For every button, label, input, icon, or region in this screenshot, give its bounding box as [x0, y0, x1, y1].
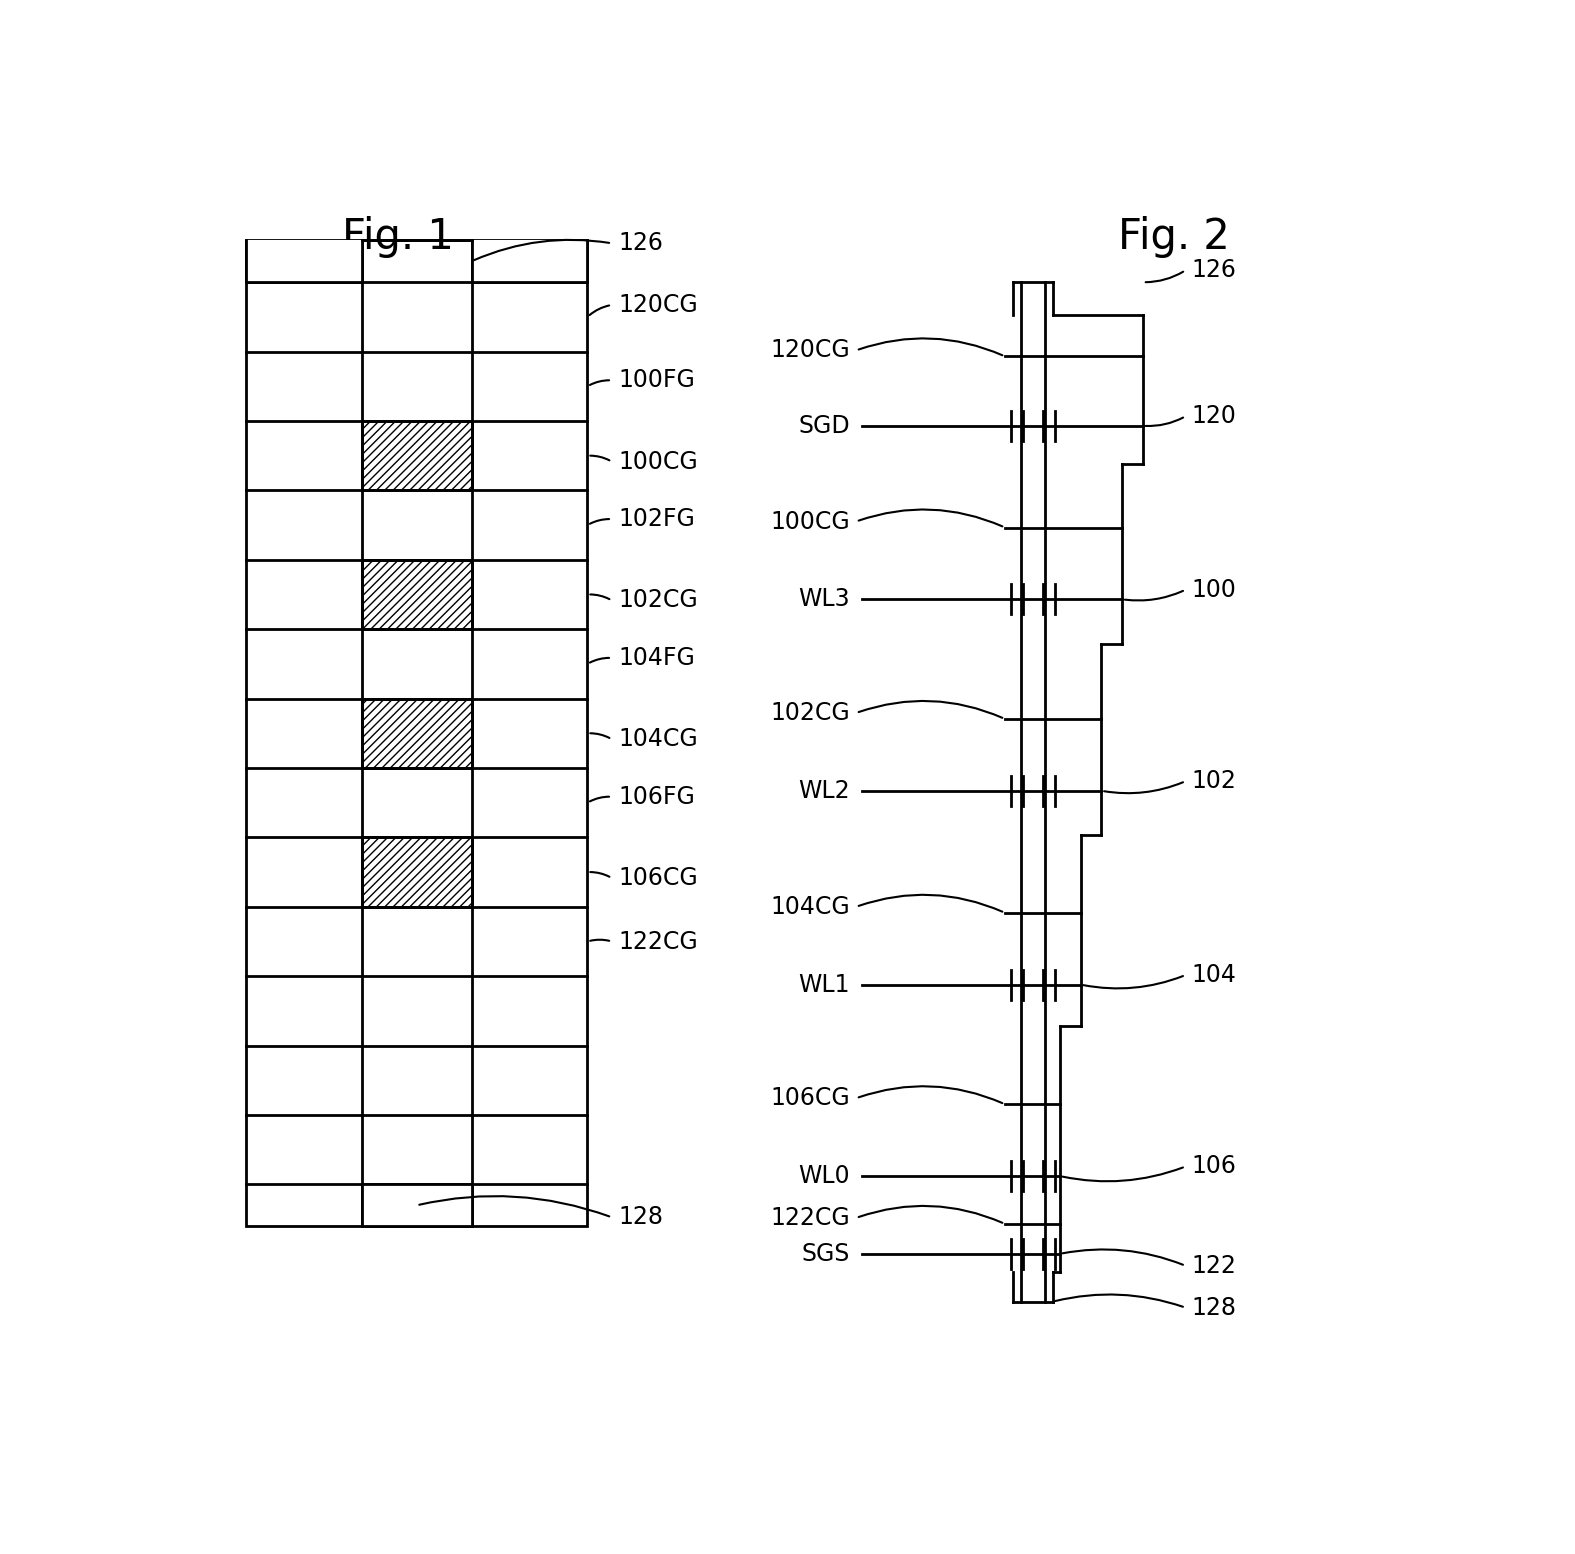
Text: 120CG: 120CG	[770, 339, 850, 362]
Text: 104: 104	[1192, 963, 1236, 987]
Bar	[362, 699, 471, 768]
Text: 120: 120	[1192, 404, 1236, 429]
Text: 128: 128	[1192, 1296, 1236, 1319]
Text: Fig. 1: Fig. 1	[342, 216, 454, 258]
Bar	[362, 559, 471, 629]
Text: 104FG: 104FG	[617, 646, 695, 670]
Text: WL1: WL1	[799, 973, 850, 996]
Text: SGS: SGS	[802, 1242, 851, 1267]
Text: 106: 106	[1192, 1155, 1236, 1178]
Text: SGD: SGD	[799, 413, 850, 438]
Text: 102CG: 102CG	[617, 589, 698, 612]
Text: WL0: WL0	[799, 1164, 850, 1189]
Text: 100CG: 100CG	[617, 449, 698, 474]
Bar	[362, 838, 471, 908]
Text: 122CG: 122CG	[617, 929, 698, 954]
Bar	[362, 421, 471, 491]
Text: 104CG: 104CG	[617, 727, 698, 751]
Text: 126: 126	[1192, 258, 1236, 283]
Text: 106CG: 106CG	[770, 1086, 850, 1110]
Text: WL2: WL2	[799, 779, 850, 803]
Text: 122: 122	[1192, 1254, 1236, 1277]
Text: 120CG: 120CG	[617, 294, 698, 317]
Bar	[246, 241, 362, 283]
Text: 102: 102	[1192, 769, 1236, 793]
Text: WL3: WL3	[799, 587, 850, 611]
Text: 106FG: 106FG	[617, 785, 695, 808]
Text: 100FG: 100FG	[617, 368, 695, 392]
Bar	[246, 241, 587, 1226]
Bar	[471, 241, 587, 283]
Text: 102CG: 102CG	[770, 701, 850, 726]
Text: 128: 128	[617, 1206, 663, 1229]
Text: 102FG: 102FG	[617, 507, 695, 531]
Text: 100CG: 100CG	[770, 510, 850, 533]
Text: 104CG: 104CG	[770, 895, 850, 918]
Text: 122CG: 122CG	[770, 1206, 850, 1229]
Text: 106CG: 106CG	[617, 866, 698, 890]
Text: 100: 100	[1192, 578, 1236, 601]
Text: Fig. 2: Fig. 2	[1118, 216, 1228, 258]
Bar	[362, 1184, 471, 1226]
Text: 126: 126	[617, 232, 663, 255]
